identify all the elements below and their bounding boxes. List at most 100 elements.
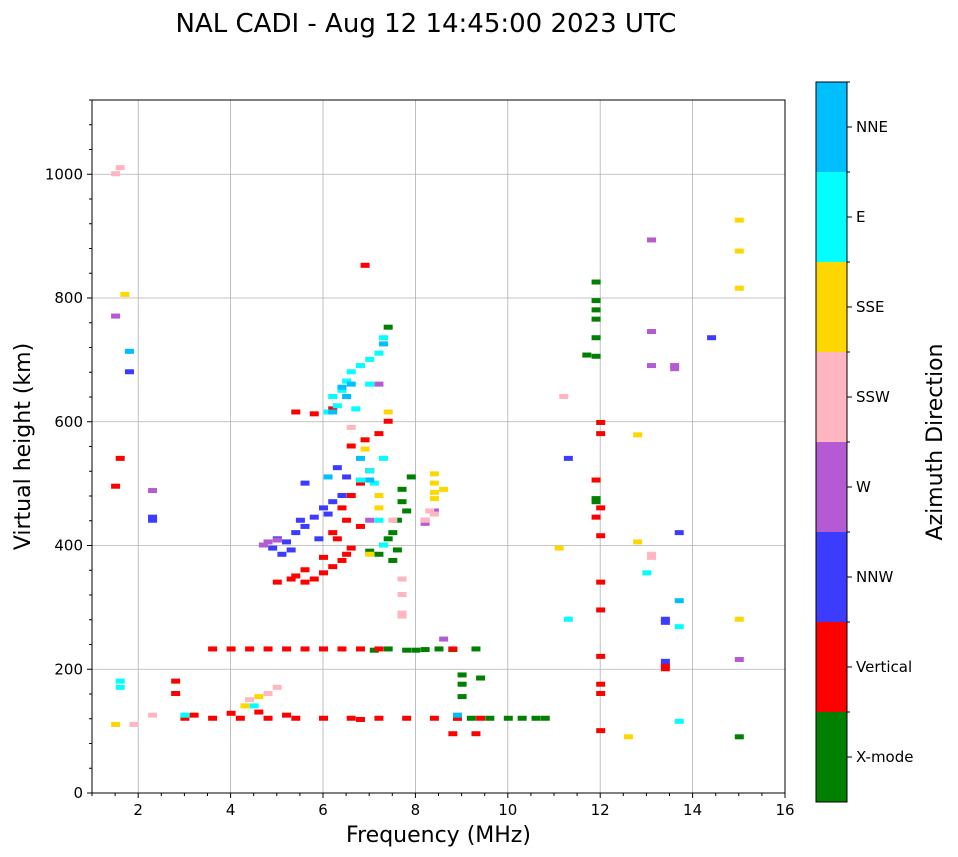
data-point-vertical <box>328 564 338 570</box>
data-point-e <box>115 678 125 684</box>
data-point-nne <box>379 341 389 347</box>
data-point-vertical <box>448 646 458 652</box>
data-point-vertical <box>111 483 121 489</box>
colorbar-tick-label: X-mode <box>856 748 913 766</box>
data-point-vertical <box>591 514 601 520</box>
data-point-vertical <box>328 406 338 412</box>
data-point-e <box>337 387 347 393</box>
data-point-sse <box>633 432 643 438</box>
data-point-vertical <box>596 728 606 734</box>
data-point-vertical <box>319 570 328 576</box>
data-point-vertical <box>272 579 282 585</box>
data-point-x-mode <box>517 715 527 721</box>
data-point-x-mode <box>457 694 467 700</box>
data-point-vertical <box>300 646 310 652</box>
data-point-vertical <box>360 262 370 268</box>
data-point-sse <box>734 285 744 291</box>
data-point-w <box>263 539 273 545</box>
data-point-sse <box>120 291 130 297</box>
x-tick-label: 12 <box>591 801 610 819</box>
data-point-ssw <box>397 592 407 597</box>
data-point-vertical <box>263 715 273 721</box>
data-point-x-mode <box>402 647 412 653</box>
data-point-vertical <box>596 505 606 511</box>
colorbar-segment <box>816 352 847 442</box>
data-point-ssw <box>420 517 430 523</box>
data-point-nnw <box>295 517 305 523</box>
data-point-x-mode <box>591 279 601 285</box>
data-point-vertical <box>319 715 328 721</box>
data-point-x-mode <box>476 675 486 681</box>
data-point-e <box>346 369 356 375</box>
data-point-x-mode <box>591 307 601 313</box>
data-point-ssw <box>647 551 657 557</box>
y-axis-ticks: 0 200 400 600 800 1000 <box>45 99 92 802</box>
data-point-e <box>342 378 352 384</box>
data-point-w <box>734 656 744 662</box>
data-point-sse <box>374 493 384 498</box>
data-point-sse <box>734 217 744 223</box>
data-point-sse <box>365 551 375 557</box>
colorbar-tick-label: NNW <box>856 568 893 586</box>
data-point-sse <box>554 545 564 551</box>
data-point-w <box>420 520 430 526</box>
data-point-nnw <box>707 335 717 341</box>
data-point-vertical <box>263 646 273 652</box>
data-point-x-mode <box>397 486 407 492</box>
data-point-w <box>647 363 657 369</box>
colorbar-segment <box>816 622 847 712</box>
data-point-vertical <box>591 477 601 483</box>
colorbar-segment <box>816 712 847 802</box>
data-point-vertical <box>208 646 218 652</box>
data-point-vertical <box>596 607 606 613</box>
data-point-nnw <box>660 616 670 622</box>
data-point-e <box>115 684 125 690</box>
data-point-e <box>379 335 389 341</box>
data-point-vertical <box>291 715 301 721</box>
data-point-w <box>111 313 121 319</box>
data-point-nnw <box>286 547 296 553</box>
data-point-vertical <box>282 646 292 652</box>
data-point-nne <box>346 381 356 387</box>
data-point-vertical <box>226 710 236 716</box>
data-point-nne <box>452 712 462 718</box>
data-point-ssw <box>388 517 398 523</box>
x-tick-label: 4 <box>226 801 236 819</box>
y-tick-label: 0 <box>73 784 83 802</box>
data-point-x-mode <box>531 715 541 721</box>
y-tick-label: 400 <box>54 537 83 555</box>
data-point-e <box>674 718 684 724</box>
data-point-vertical <box>476 715 486 721</box>
data-point-x-mode <box>365 548 375 554</box>
data-point-e <box>332 403 342 409</box>
colorbar-segment <box>816 82 847 172</box>
data-point-vertical <box>374 646 384 652</box>
data-point-nnw <box>332 465 342 471</box>
x-axis-label: Frequency (MHz) <box>346 823 531 848</box>
data-point-x-mode <box>392 517 402 523</box>
data-point-ssw <box>111 171 121 177</box>
data-point-e <box>379 542 389 548</box>
data-point-nnw <box>323 511 333 517</box>
data-point-vertical <box>208 715 218 721</box>
data-point-vertical <box>402 715 412 721</box>
data-point-w <box>670 363 680 369</box>
colorbar-segment <box>816 172 847 262</box>
data-point-vertical <box>346 715 356 721</box>
colorbar-segment <box>816 262 847 352</box>
data-point-vertical <box>332 536 342 542</box>
data-point-vertical <box>471 731 481 737</box>
data-point-vertical <box>291 573 301 579</box>
data-point-vertical <box>189 712 199 718</box>
data-point-nnw <box>268 545 278 551</box>
data-point-ssw <box>559 394 569 399</box>
data-point-ssw <box>148 712 158 718</box>
data-point-vertical <box>660 666 670 672</box>
data-point-w <box>374 381 384 387</box>
data-point-vertical <box>596 431 606 437</box>
colorbar-tick-label: Vertical <box>856 658 912 676</box>
data-point-e <box>369 480 379 486</box>
colorbar-segment <box>816 532 847 622</box>
data-point-vertical <box>596 691 606 696</box>
